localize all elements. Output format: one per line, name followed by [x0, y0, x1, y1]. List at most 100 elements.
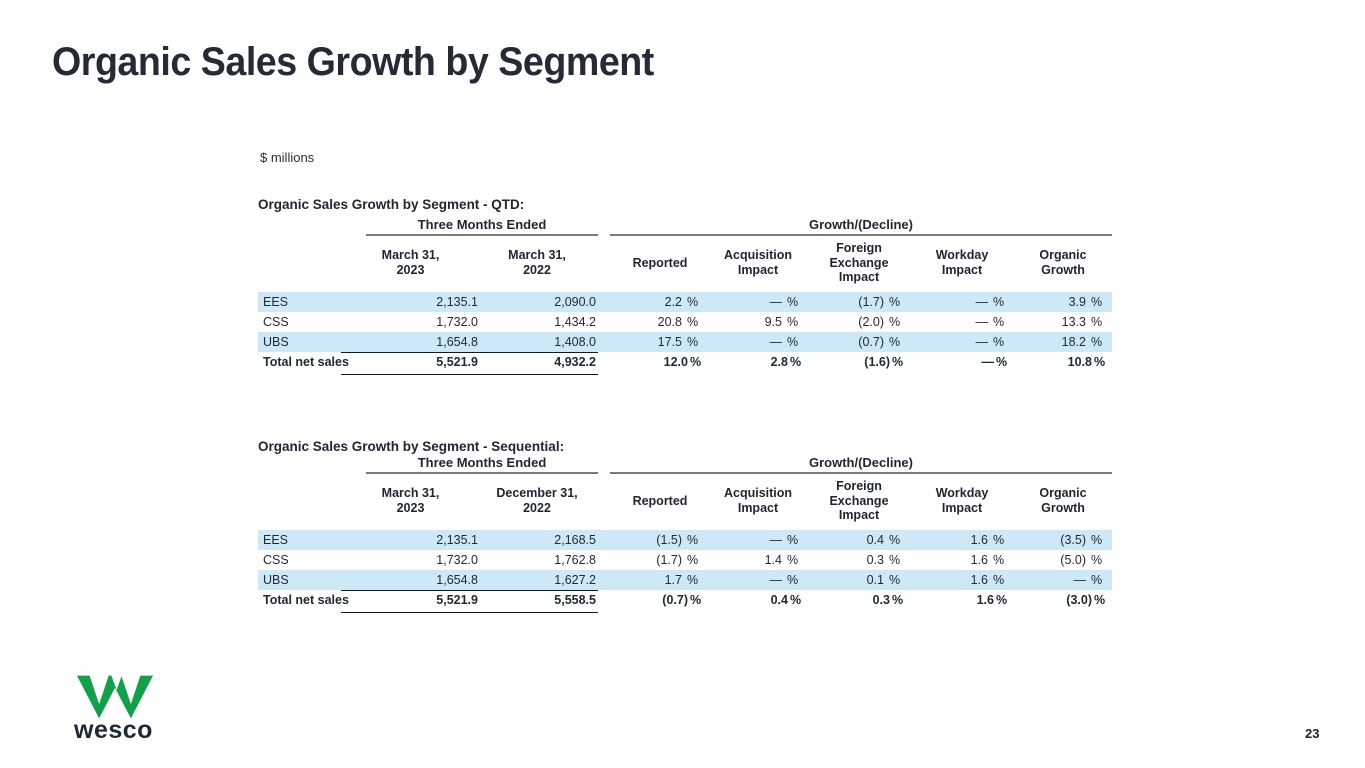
percent-sign: % — [686, 295, 699, 309]
percent-value: 1.4 — [764, 553, 782, 567]
page-number: 23 — [1305, 726, 1320, 741]
percent-sign: % — [1090, 335, 1103, 349]
percent-sign: % — [992, 553, 1005, 567]
percent-sign: % — [992, 315, 1005, 329]
percent-sign: % — [786, 335, 799, 349]
percent-value-cell: (3.5)% — [1014, 533, 1112, 547]
percent-sign: % — [1090, 295, 1103, 309]
group-header-three-months-ended: Three Months Ended — [366, 455, 598, 474]
dollar-value-cell: 1,732.0 — [436, 553, 478, 567]
percent-value: — — [769, 573, 783, 587]
percent-value-cell: 0.3% — [808, 553, 910, 567]
segment-label: UBS — [263, 335, 289, 349]
percent-sign: % — [1090, 573, 1103, 587]
percent-sign: % — [992, 295, 1005, 309]
table-qtd-group-header-row: Three Months Ended Growth/(Decline) — [258, 217, 1112, 237]
column-header-period-1: March 31, 2023 — [381, 248, 440, 277]
percent-value: — — [769, 335, 783, 349]
column-header-organic-growth: Organic Growth — [1039, 486, 1087, 515]
percent-value: 0.3 — [866, 553, 884, 567]
dollar-value-cell: 2,135.1 — [436, 533, 478, 547]
wesco-wordmark: wesco — [74, 716, 153, 744]
percent-value-cell: —% — [910, 315, 1014, 329]
column-header-period-2: March 31, 2022 — [508, 248, 566, 277]
percent-value: 0.4 — [770, 593, 788, 607]
percent-sign: % — [689, 355, 702, 369]
segment-label: Total net sales — [263, 355, 349, 369]
segment-label: EES — [263, 533, 289, 547]
dollar-value-cell: 1,434.2 — [554, 315, 596, 329]
percent-value-cell: (2.0)% — [808, 315, 910, 329]
table-row: Total net sales 5,521.9 4,932.2 12.0% 2.8% (1… — [258, 352, 1112, 375]
segment-label: UBS — [263, 573, 289, 587]
column-header-foreign-exchange-impact: Foreign Exchange Impact — [829, 240, 889, 285]
percent-value: (5.0) — [1060, 553, 1086, 567]
table-sequential-column-headers: March 31, 2023 December 31, 2022 Reporte… — [258, 475, 1112, 527]
table-sequential-group-header-row: Three Months Ended Growth/(Decline) — [258, 455, 1112, 475]
table-qtd: Organic Sales Growth by Segment - QTD: T… — [258, 196, 1112, 375]
dollar-value-cell: 2,135.1 — [436, 295, 478, 309]
percent-sign: % — [1093, 593, 1106, 607]
column-header-organic-growth: Organic Growth — [1039, 248, 1087, 277]
percent-value: (3.0) — [1066, 593, 1092, 607]
percent-sign: % — [789, 593, 802, 607]
units-note: $ millions — [260, 150, 315, 165]
percent-value-cell: 9.5% — [708, 315, 808, 329]
table-row: CSS 1,732.0 1,434.2 20.8% 9.5% (2.0)% —% 13.3% — [258, 312, 1112, 332]
percent-value: (0.7) — [662, 593, 688, 607]
column-header-acquisition-impact: Acquisition Impact — [723, 248, 793, 277]
dollar-value-cell: 1,408.0 — [554, 335, 596, 349]
percent-sign: % — [686, 315, 699, 329]
percent-value-cell: —% — [910, 335, 1014, 349]
percent-sign: % — [686, 335, 699, 349]
percent-value-cell: (1.7)% — [808, 295, 910, 309]
percent-value-cell: 1.6% — [910, 553, 1014, 567]
percent-value-cell: (5.0)% — [1014, 553, 1112, 567]
percent-sign: % — [992, 533, 1005, 547]
percent-sign: % — [789, 355, 802, 369]
column-header-acquisition-impact: Acquisition Impact — [723, 486, 793, 515]
percent-value-cell: —% — [708, 533, 808, 547]
percent-value: 9.5 — [764, 315, 782, 329]
dollar-value-cell: 2,090.0 — [554, 295, 596, 309]
segment-label: Total net sales — [263, 593, 349, 607]
column-header-reported: Reported — [632, 493, 688, 508]
percent-value: (2.0) — [858, 315, 884, 329]
wesco-w-icon — [74, 674, 164, 720]
segment-label: CSS — [263, 553, 289, 567]
percent-sign: % — [891, 593, 904, 607]
percent-value: 1.6 — [970, 553, 988, 567]
percent-sign: % — [1090, 315, 1103, 329]
percent-sign: % — [686, 553, 699, 567]
group-header-growth-decline: Growth/(Decline) — [610, 455, 1112, 474]
percent-value-cell: 0.4% — [808, 533, 910, 547]
percent-sign: % — [995, 593, 1008, 607]
percent-value-cell: —% — [1014, 573, 1112, 587]
percent-sign: % — [786, 573, 799, 587]
percent-value: — — [1073, 573, 1087, 587]
percent-value: (0.7) — [858, 335, 884, 349]
percent-value-cell: (1.6)% — [808, 355, 910, 369]
percent-value-cell: —% — [708, 573, 808, 587]
percent-sign: % — [888, 573, 901, 587]
percent-sign: % — [891, 355, 904, 369]
percent-value-cell: 0.3% — [808, 593, 910, 607]
percent-sign: % — [888, 315, 901, 329]
percent-sign: % — [888, 295, 901, 309]
percent-sign: % — [689, 593, 702, 607]
percent-value-cell: 1.6% — [910, 593, 1014, 607]
table-sequential-title: Organic Sales Growth by Segment - Sequen… — [258, 439, 565, 454]
percent-value-cell: (3.0)% — [1014, 593, 1112, 607]
table-row: EES 2,135.1 2,168.5 (1.5)% —% 0.4% 1.6% (3.5)% — [258, 530, 1112, 550]
percent-value-cell: —% — [708, 335, 808, 349]
percent-value-cell: 2.2% — [612, 295, 708, 309]
percent-value-cell: 17.5% — [612, 335, 708, 349]
percent-value: 1.6 — [970, 573, 988, 587]
percent-value-cell: —% — [910, 355, 1014, 369]
dollar-value-cell: 1,732.0 — [436, 315, 478, 329]
percent-sign: % — [686, 573, 699, 587]
percent-value-cell: 13.3% — [1014, 315, 1112, 329]
table-row: CSS 1,732.0 1,762.8 (1.7)% 1.4% 0.3% 1.6% (5.0)… — [258, 550, 1112, 570]
column-header-workday-impact: Workday Impact — [935, 486, 989, 515]
percent-value: 12.0 — [663, 355, 688, 369]
